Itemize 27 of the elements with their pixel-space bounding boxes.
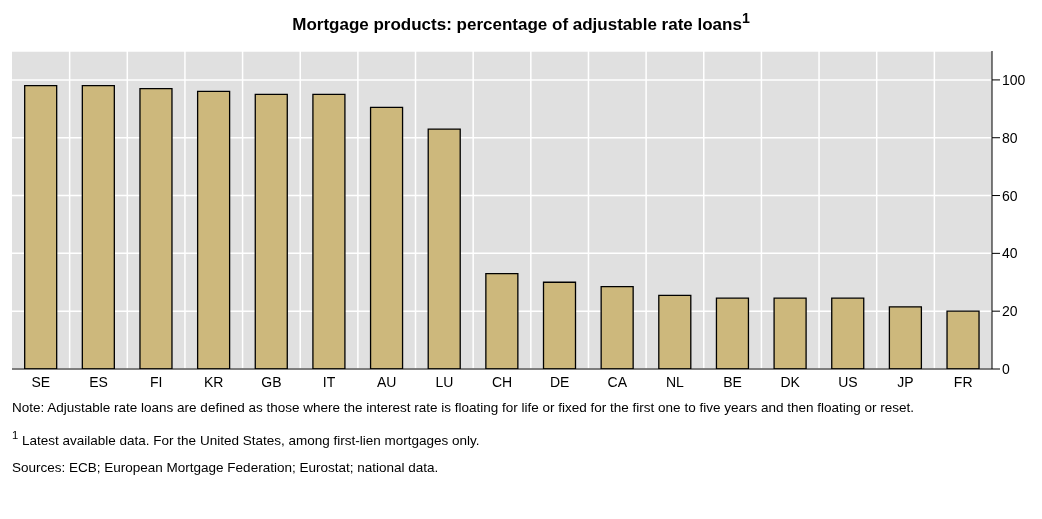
y-tick-label: 100 xyxy=(1002,71,1026,88)
source-note: Sources: ECB; European Mortgage Federation; Eurostat; national data. xyxy=(12,459,440,478)
x-tick-label: US xyxy=(838,373,858,390)
x-tick-label: LU xyxy=(435,373,454,390)
x-tick-label: CA xyxy=(607,373,628,390)
y-tick-label: 80 xyxy=(1002,129,1018,146)
x-tick-label: AU xyxy=(376,373,397,390)
y-tick-label: 0 xyxy=(1002,360,1010,377)
y-tick-label: 60 xyxy=(1002,187,1018,204)
text: $^{1}$ Latest available data. For the United States, among first-lien mortgages only. xyxy=(12,427,481,450)
y-tick-label: 20 xyxy=(1002,302,1018,319)
x-tick-label: FR xyxy=(953,373,973,390)
x-tick-label: FI xyxy=(149,373,163,390)
x-tick-label: BE xyxy=(723,373,742,390)
x-tick-label: JP xyxy=(897,373,914,390)
x-tick-label: DE xyxy=(549,373,570,390)
x-tick-label: CH xyxy=(491,373,513,390)
x-tick-label: KR xyxy=(204,373,224,390)
x-tick-label: GB xyxy=(261,373,282,390)
x-tick-label: IT xyxy=(322,373,336,390)
x-tick-label: DK xyxy=(780,373,801,390)
y-tick-label: 40 xyxy=(1002,244,1018,261)
x-tick-label: NL xyxy=(665,373,685,390)
chart-title: Mortgage products: percentage of adjustable rate loans$^{1}$ xyxy=(291,10,751,35)
x-tick-label: SE xyxy=(31,373,51,390)
text: Note: Adjustable rate loans are defined as those where the interest rate is floating for life or fixed for the first one to five years and then floating or reset. xyxy=(12,398,915,417)
x-tick-label: ES xyxy=(89,373,108,390)
